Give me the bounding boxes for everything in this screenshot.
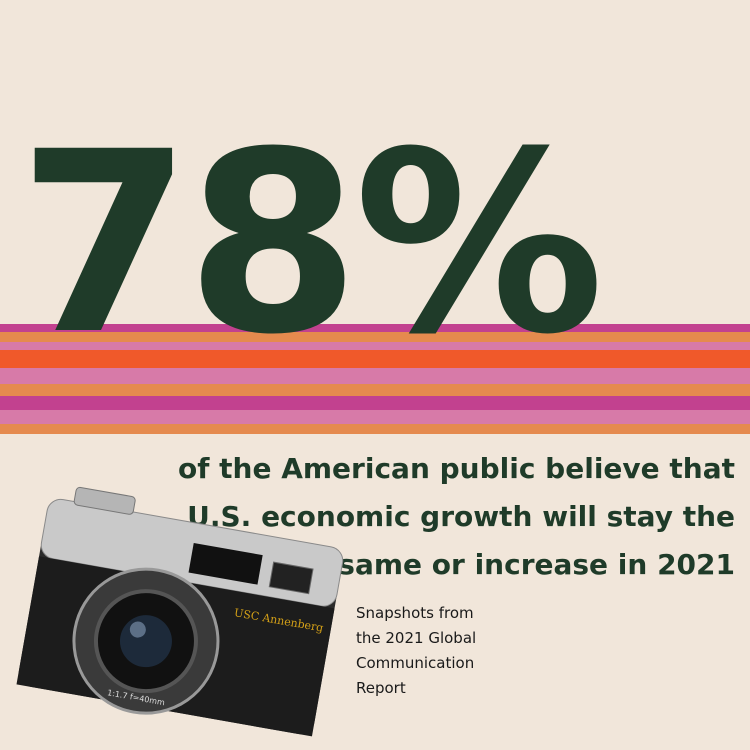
stripe [0,368,750,384]
camera: 1:1.7 f=40mm USC Annenberg [16,486,344,737]
statement-line: U.S. economic growth will stay the [187,500,735,533]
stripe [0,410,750,424]
rangefinder-window [268,561,314,595]
stripe [0,342,750,350]
lens-reflection [129,621,146,638]
dial [73,486,136,515]
statement-line: of the American public believe that [178,452,735,485]
statement-line: same or increase in 2021 [338,548,735,581]
caption-line: the 2021 Global [356,629,476,647]
stripe [0,350,750,368]
stripe [0,424,750,434]
stripe [0,384,750,396]
viewfinder [188,542,263,585]
stripes [0,324,750,434]
stripe [0,332,750,342]
headline: 78% [18,98,598,389]
caption-line: Report [356,679,406,697]
caption-line: Snapshots from [356,604,474,622]
stripe [0,396,750,410]
caption-line: Communication [356,654,474,672]
stripe [0,324,750,332]
